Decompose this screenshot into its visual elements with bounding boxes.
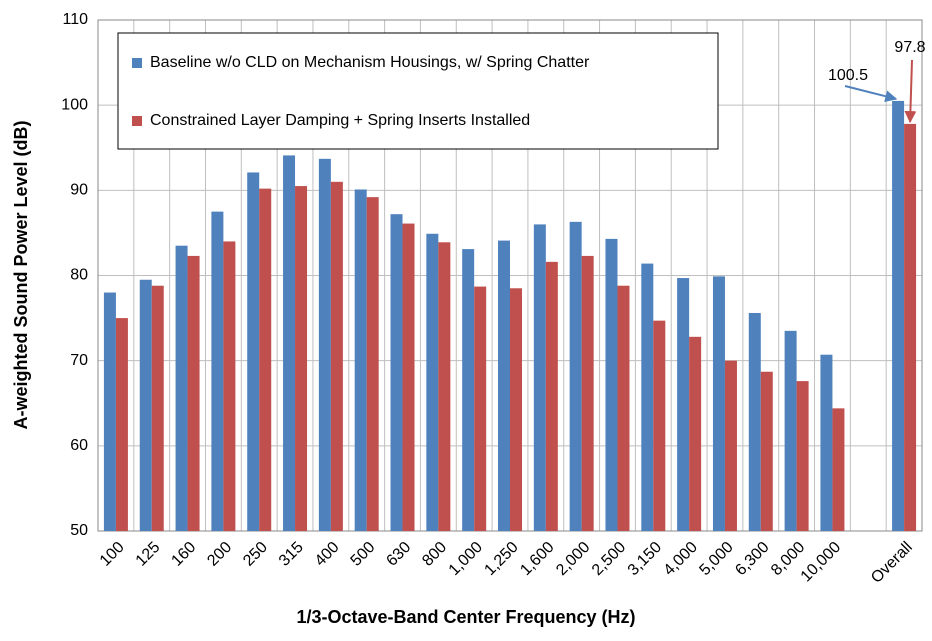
x-tick-label: 200 [204,539,235,570]
y-axis-title: A-weighted Sound Power Level (dB) [11,120,31,429]
data-label: 97.8 [894,39,925,56]
x-tick-label: 10,000 [798,539,845,586]
bar [259,188,272,531]
x-tick-label: 5,000 [696,539,736,579]
bar [892,100,905,532]
bar [402,223,415,531]
bar [724,360,737,531]
x-tick-label: 2,500 [589,539,629,579]
bar [295,186,308,531]
bar [796,381,809,531]
bar [354,189,367,531]
bar [390,214,403,531]
x-tick-label: 4,000 [661,539,701,579]
bar [438,242,451,531]
x-tick-label: 800 [419,539,450,570]
bar [498,240,510,531]
bar [474,286,487,531]
y-tick-label: 50 [70,522,88,539]
bar [510,288,522,531]
bar [330,181,343,532]
bar [318,158,331,532]
bar [689,336,702,531]
bar [139,279,152,531]
bar [748,312,761,531]
y-tick-label: 90 [70,182,88,199]
bar [605,238,618,531]
bar [223,241,236,531]
bar [366,197,379,531]
x-tick-label: 1,250 [481,539,521,579]
x-tick-label: 1,600 [517,539,557,579]
y-tick-label: 70 [70,352,88,369]
legend-swatch [132,116,142,126]
bar [247,172,260,531]
bar [677,278,690,531]
bar [760,371,773,531]
bar [545,261,558,531]
x-tick-label: 630 [383,539,414,570]
bar [904,123,917,532]
x-tick-label: 2,000 [553,539,593,579]
x-tick-label: 100 [97,539,128,570]
y-tick-label: 80 [70,267,88,284]
x-tick-label: 400 [312,539,343,570]
y-tick-label: 110 [62,11,88,28]
x-tick-label: 160 [168,539,199,570]
bar [832,408,845,531]
bar [462,249,475,531]
x-tick-label: 315 [276,539,307,570]
y-tick-label: 100 [61,96,88,113]
legend-label: Baseline w/o CLD on Mechanism Housings, … [150,54,590,71]
annotation-arrow [904,59,917,124]
bar [784,330,797,531]
x-tick-label: 3,150 [625,539,665,579]
x-tick-label: 6,300 [732,539,772,579]
bar [115,318,128,531]
bar [712,276,725,531]
bar [581,255,594,531]
x-tick-label: 1,000 [446,539,486,579]
bar [175,245,188,532]
x-tick-label: 125 [133,539,164,570]
bar [211,211,224,531]
bar [426,233,439,532]
bar [617,285,630,531]
bar [283,155,296,532]
bar [187,255,200,531]
x-tick-label: 250 [240,539,271,570]
x-tick-label: 500 [348,539,379,570]
bar [653,320,666,531]
bar [820,354,833,531]
data-label: 100.5 [828,67,868,84]
legend-label: Constrained Layer Damping + Spring Inser… [150,112,530,129]
bar [151,285,164,531]
bar [569,221,582,531]
bar [103,292,116,531]
bar [533,224,546,531]
annotation-arrow [844,85,898,103]
bar [641,263,654,531]
x-tick-label: Overall [868,539,916,587]
legend-swatch [132,58,142,68]
y-tick-label: 60 [70,437,88,454]
x-axis-title: 1/3-Octave-Band Center Frequency (Hz) [296,607,635,627]
legend-box [117,32,719,150]
